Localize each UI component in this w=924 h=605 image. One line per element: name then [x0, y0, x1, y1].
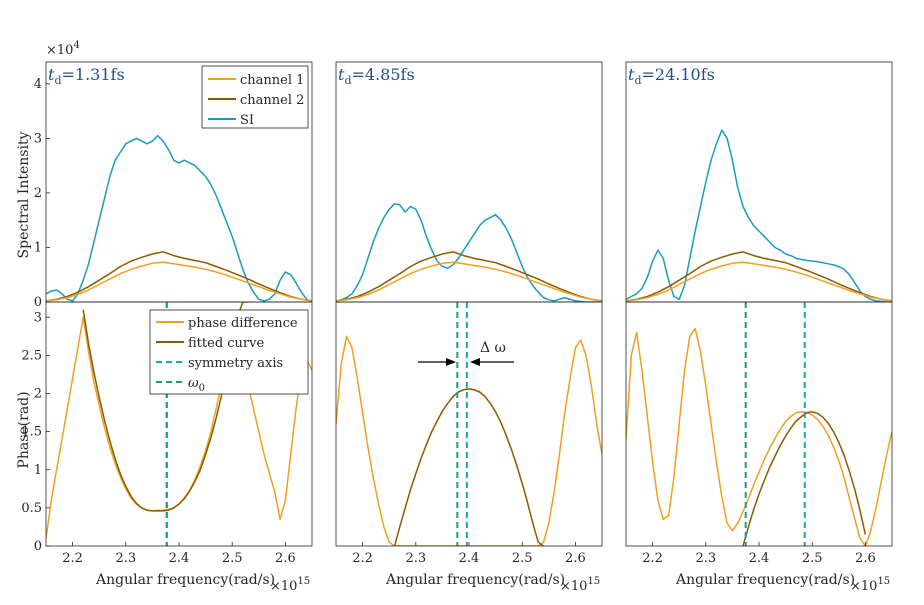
series-phase-difference	[626, 327, 892, 546]
series-si	[626, 129, 892, 302]
legend-si-label: SI	[240, 113, 254, 128]
x-tick-label: 2.4	[749, 551, 770, 566]
y-tick-label: 1.5	[21, 425, 42, 440]
legend-fitted-label: fitted curve	[188, 336, 264, 351]
y-label-phase: Phase(rad)	[16, 391, 32, 468]
svg-text:Angular frequency(rad/s): Angular frequency(rad/s)	[385, 572, 565, 588]
series-fitted-curve	[82, 302, 249, 512]
x-tick-label: 2.5	[512, 551, 533, 566]
x-tick-label: 2.6	[275, 551, 296, 566]
y-tick-label: 2	[34, 186, 42, 201]
x-label-2: Angular frequency(rad/s) ×1015	[385, 572, 600, 594]
x-tick-label: 2.2	[642, 551, 663, 566]
x-tick-label: 2.4	[459, 551, 480, 566]
series-channel-1	[336, 261, 602, 302]
y-tick-label: 0	[34, 539, 42, 554]
y-tick-label: 4	[34, 77, 42, 92]
svg-text:×104: ×104	[46, 40, 80, 58]
y-tick-label: 2.5	[21, 348, 42, 363]
legend-channel2-label: channel 2	[240, 93, 304, 108]
x-tick-label: 2.2	[352, 551, 373, 566]
svg-text:Δ ω: Δ ω	[480, 340, 506, 356]
series-channel-1	[46, 261, 312, 302]
x-tick-label: 2.5	[802, 551, 823, 566]
y-tick-label: 1	[34, 463, 42, 478]
panel-3-title: td=24.10fs	[628, 65, 715, 87]
x-tick-label: 2.6	[565, 551, 586, 566]
svg-text:Angular frequency(rad/s): Angular frequency(rad/s)	[95, 572, 275, 588]
y-tick-label: 3	[34, 310, 42, 325]
x-tick-label: 2.3	[405, 551, 426, 566]
panel-3	[625, 61, 893, 303]
series-channel-2	[336, 251, 602, 302]
x-tick-label: 2.3	[695, 551, 716, 566]
y-tick-label: 1	[34, 240, 42, 255]
series-fitted-curve	[393, 388, 544, 546]
legend-phase-diff-label: phase difference	[188, 316, 298, 331]
x-tick-label: 2.3	[115, 551, 136, 566]
series-channel-1	[626, 261, 892, 302]
legend-spectral: channel 1 channel 2 SI	[201, 65, 309, 129]
delta-omega-annotation: Δ ω	[418, 340, 514, 366]
x-tick-label: 2.2	[62, 551, 83, 566]
series-si	[336, 203, 602, 302]
panel-5: 2.2 2.3 2.4 2.5 2.6	[335, 301, 603, 566]
series-si	[46, 134, 312, 302]
y-tick-label: 2	[34, 387, 42, 402]
x-tick-label: 2.6	[855, 551, 876, 566]
svg-text:×1015: ×1015	[270, 576, 310, 594]
x-label-3: Angular frequency(rad/s) ×1015	[675, 572, 890, 594]
svg-text:×1015: ×1015	[850, 576, 890, 594]
legend-omega0-label: ω0	[188, 376, 205, 394]
series-phase-difference	[336, 335, 602, 546]
y-tick-label: 0.5	[21, 501, 42, 516]
x-label-1: Angular frequency(rad/s) ×1015	[95, 572, 310, 594]
y-exponent: ×104	[46, 40, 80, 58]
y-label-spectral: Spectral Intensity	[16, 131, 32, 258]
svg-text:×1015: ×1015	[560, 576, 600, 594]
legend-channel1-label: channel 1	[240, 73, 304, 88]
series-channel-2	[46, 251, 312, 302]
legend-symmetry-label: symmetry axis	[188, 356, 283, 371]
svg-text:Angular frequency(rad/s): Angular frequency(rad/s)	[675, 572, 855, 588]
x-tick-label: 2.5	[222, 551, 243, 566]
x-tick-label: 2.4	[169, 551, 190, 566]
panel-1-title: td=1.31fs	[48, 65, 125, 87]
legend-phase: phase difference fitted curve symmetry a…	[149, 309, 309, 395]
panel-4: 0 0.5 1 1.5 2 2.5 3 2.2 2.3 2.4 2.5 2.6	[21, 301, 313, 566]
panel-2	[335, 61, 603, 303]
panel-2-title: td=4.85fs	[338, 65, 415, 87]
y-tick-label: 3	[34, 131, 42, 146]
y-tick-label: 0	[34, 295, 42, 310]
panel-6: 2.2 2.3 2.4 2.5 2.6	[625, 301, 893, 566]
series-channel-2	[626, 251, 892, 302]
